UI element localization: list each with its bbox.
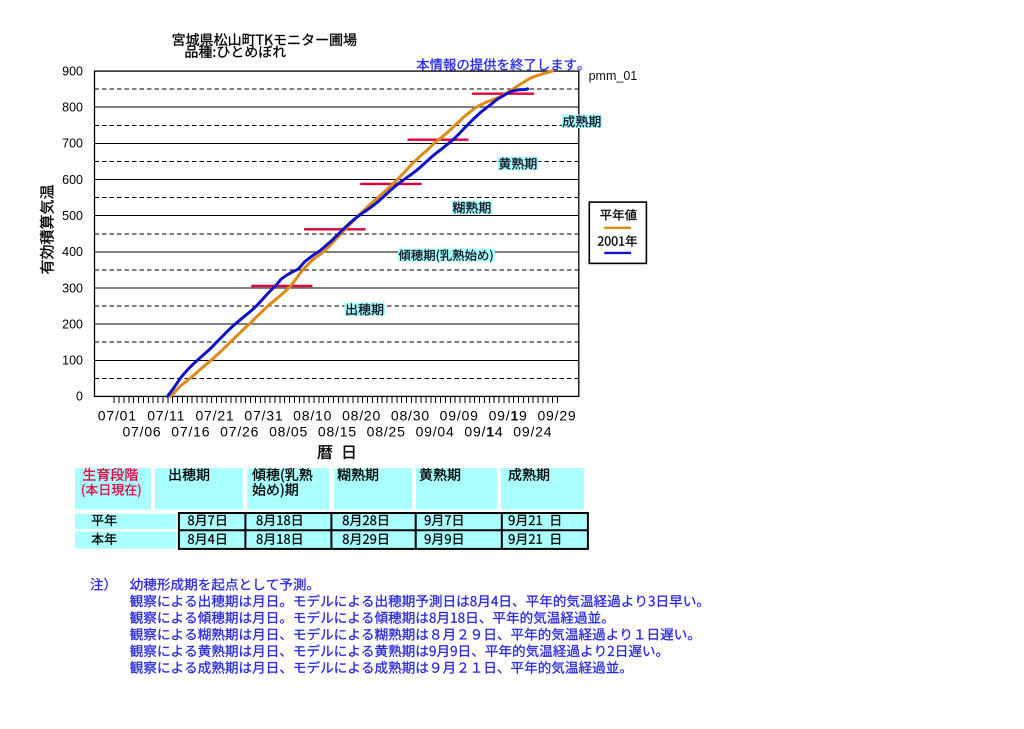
svg-text:09/14: 09/14 — [464, 423, 503, 439]
svg-text:09/04: 09/04 — [416, 423, 455, 439]
svg-text:600: 600 — [62, 173, 83, 187]
svg-text:0: 0 — [76, 390, 83, 404]
svg-text:08/05: 08/05 — [269, 423, 308, 439]
svg-text:08/25: 08/25 — [367, 423, 406, 439]
svg-text:300: 300 — [62, 281, 83, 295]
svg-text:07/01: 07/01 — [98, 408, 137, 424]
svg-text:09/19: 09/19 — [489, 408, 528, 424]
svg-text:08/10: 08/10 — [293, 408, 332, 424]
svg-text:09/24: 09/24 — [513, 423, 552, 439]
svg-text:pmm_01: pmm_01 — [589, 69, 638, 83]
svg-text:07/31: 07/31 — [244, 408, 283, 424]
svg-text:900: 900 — [62, 64, 83, 78]
svg-text:400: 400 — [62, 245, 83, 259]
svg-text:09/09: 09/09 — [440, 408, 479, 424]
svg-text:09/29: 09/29 — [537, 408, 576, 424]
svg-text:200: 200 — [62, 317, 83, 331]
svg-text:08/20: 08/20 — [342, 408, 381, 424]
svg-text:08/30: 08/30 — [391, 408, 430, 424]
svg-text:700: 700 — [62, 137, 83, 151]
svg-text:07/16: 07/16 — [171, 423, 210, 439]
svg-text:500: 500 — [62, 209, 83, 223]
svg-text:07/26: 07/26 — [220, 423, 259, 439]
svg-text:08/15: 08/15 — [318, 423, 357, 439]
svg-text:07/11: 07/11 — [147, 408, 185, 424]
svg-text:07/06: 07/06 — [122, 423, 161, 439]
svg-text:800: 800 — [62, 101, 83, 115]
svg-text:100: 100 — [62, 354, 83, 368]
svg-text:07/21: 07/21 — [195, 408, 234, 424]
